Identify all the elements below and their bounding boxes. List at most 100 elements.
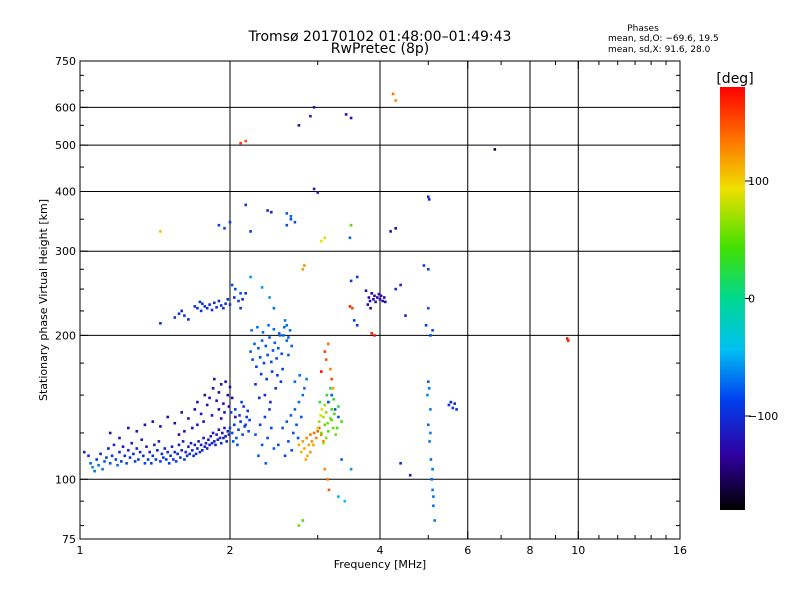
data-point [394, 227, 397, 230]
data-point [132, 452, 135, 456]
data-point [431, 467, 434, 471]
data-point [451, 406, 455, 410]
data-point [185, 454, 189, 458]
data-point [183, 314, 186, 317]
data-point [332, 398, 335, 401]
data-point [300, 450, 303, 454]
data-point [203, 393, 207, 397]
data-point [183, 458, 186, 461]
data-point [135, 447, 139, 450]
data-point [304, 458, 308, 461]
data-point [116, 463, 119, 467]
data-point [271, 349, 275, 352]
data-point [329, 387, 332, 390]
data-point [333, 408, 337, 411]
data-point [247, 430, 250, 433]
data-point [316, 430, 319, 433]
data-point [262, 361, 266, 365]
data-point [368, 299, 372, 303]
data-point [180, 309, 183, 313]
data-point [123, 454, 127, 458]
data-point [194, 452, 198, 456]
data-point [565, 337, 569, 340]
data-point [159, 322, 162, 325]
data-point [224, 380, 227, 383]
data-point [340, 420, 343, 423]
data-point [222, 306, 225, 310]
data-point [301, 519, 305, 522]
data-point [137, 458, 140, 461]
data-point [343, 499, 347, 503]
data-point [249, 350, 252, 353]
colorbar-tick-label: 100 [748, 175, 769, 188]
data-point [217, 391, 221, 394]
data-point [431, 488, 434, 492]
data-point [162, 456, 165, 459]
data-point [429, 458, 433, 461]
data-point [230, 396, 234, 400]
data-point [427, 387, 431, 390]
data-point [177, 433, 181, 436]
y-tick-label: 750 [55, 55, 76, 68]
data-point [255, 365, 258, 368]
data-point [223, 227, 226, 230]
data-point [217, 408, 221, 411]
data-point [154, 458, 158, 461]
data-point [127, 426, 130, 430]
data-point [225, 440, 228, 443]
data-point [135, 430, 139, 433]
data-point [223, 411, 226, 414]
x-tick-label: 6 [464, 544, 471, 557]
data-point [399, 283, 402, 287]
data-point [426, 393, 429, 397]
data-point [166, 450, 169, 454]
data-point [227, 433, 231, 436]
data-point [180, 449, 183, 452]
data-point [274, 387, 277, 390]
data-point [204, 441, 208, 445]
data-point [301, 268, 305, 271]
data-point [233, 296, 236, 299]
data-point [229, 411, 233, 414]
data-point [95, 458, 98, 461]
data-point [187, 445, 190, 448]
data-point [427, 268, 430, 271]
data-point [258, 356, 262, 359]
data-point [263, 393, 267, 397]
data-point [285, 420, 289, 423]
data-point [108, 462, 112, 465]
data-point [324, 358, 328, 361]
data-point [256, 325, 259, 329]
data-point [215, 399, 218, 402]
data-point [329, 367, 332, 371]
data-point [199, 309, 203, 313]
y-tick-label: 600 [55, 101, 76, 114]
data-point [303, 387, 306, 390]
data-point [297, 124, 301, 127]
data-point [105, 456, 108, 459]
data-point [275, 357, 278, 360]
data-point [254, 383, 257, 386]
data-point [367, 296, 371, 299]
data-point [379, 294, 383, 298]
data-point [296, 436, 300, 440]
data-point [211, 387, 215, 390]
data-point [280, 352, 283, 356]
data-point [305, 377, 308, 381]
data-point [83, 450, 86, 454]
data-point [150, 462, 153, 465]
data-point [241, 433, 244, 436]
data-point [222, 436, 225, 440]
data-point [211, 431, 215, 435]
data-point [327, 430, 330, 433]
y-tick-label: 100 [55, 473, 76, 486]
data-point [370, 332, 373, 335]
data-point [213, 377, 216, 381]
data-point [196, 447, 199, 450]
data-point [305, 436, 308, 440]
data-point [223, 426, 226, 430]
data-point [130, 441, 133, 445]
data-point [383, 296, 386, 299]
y-axis-label: Stationary phase Virtual Height [km] [37, 199, 50, 401]
